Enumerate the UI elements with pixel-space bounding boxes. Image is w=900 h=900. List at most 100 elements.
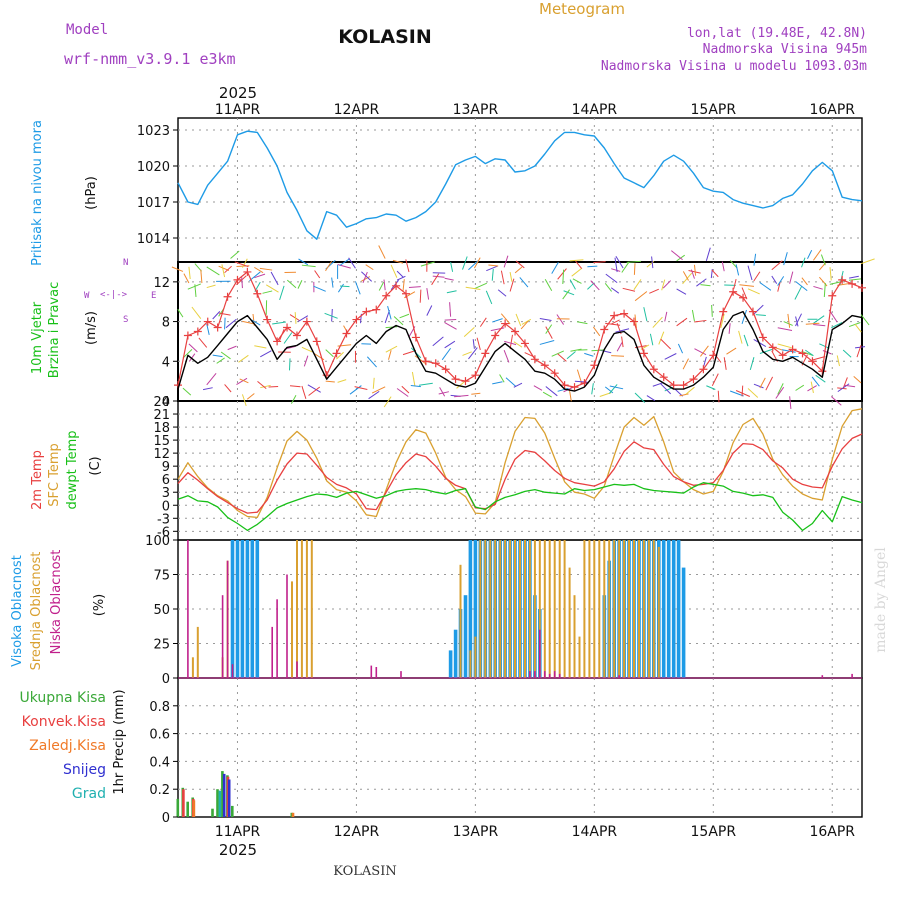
wind-barb — [432, 336, 444, 347]
y-tick-pressure-1014: 1014 — [137, 232, 170, 247]
cloud-low-bar — [851, 673, 853, 678]
wind-barb — [813, 249, 822, 261]
precip-snow-bar — [227, 779, 231, 817]
wind-gust-marker — [858, 283, 866, 292]
wind-barb — [557, 353, 567, 362]
wind-barb — [426, 288, 430, 300]
precip-freezing-bar — [291, 812, 295, 817]
y-tick-temperature-9: 9 — [162, 460, 170, 475]
wind-gust-marker — [758, 333, 767, 342]
wind-barb — [679, 393, 689, 397]
wind-barb — [721, 261, 725, 272]
wind-barb — [646, 260, 655, 268]
wind-barb — [324, 312, 338, 319]
wind-barb — [634, 392, 646, 403]
wind-barb — [634, 291, 648, 302]
precip-total-bar — [211, 808, 214, 817]
dewpoint-line — [177, 482, 863, 532]
wind-barb — [449, 302, 452, 317]
wind-barb — [795, 316, 799, 327]
wind-barb — [860, 258, 875, 265]
wind-barb — [801, 257, 806, 268]
wind-barb — [331, 277, 334, 288]
wind-barb — [227, 345, 237, 351]
cloud-mid-bar — [519, 540, 521, 678]
wind-barb — [500, 313, 511, 325]
cloud-low-bar — [286, 574, 288, 678]
cloud-low-bar — [271, 626, 273, 678]
wind-barb — [383, 279, 386, 291]
cloud-high-bar — [255, 540, 260, 678]
wind-barb — [289, 314, 300, 321]
wind-barb — [301, 385, 307, 399]
cloud-low-bar — [400, 671, 402, 678]
wind-barb — [420, 261, 435, 267]
wind-gust-marker — [570, 383, 579, 392]
wind-barb — [649, 333, 654, 346]
cloud-mid-bar — [191, 657, 194, 678]
wind-gust-marker — [748, 307, 757, 316]
cloud-mid-bar — [300, 540, 303, 678]
cloud-mid-bar — [593, 540, 596, 678]
legend-snow: Snijeg — [63, 762, 106, 778]
pressure-ylabel: Pritisak na nivou mora — [30, 120, 45, 266]
compass-north: N — [123, 258, 128, 268]
wind-barb — [325, 260, 333, 272]
wind-barb — [491, 268, 494, 281]
wind-barb — [390, 279, 399, 290]
wind-barb — [633, 279, 642, 291]
wind-barb — [777, 383, 784, 395]
precip-legend: Ukupna Kisa Konvek.Kisa Zaledj.Kisa Snij… — [19, 690, 106, 802]
x-tick-top-14APR: 14APR — [572, 102, 618, 118]
wind-barb — [747, 388, 759, 398]
wind-barb — [661, 279, 666, 291]
cloud-mid-bar — [613, 540, 616, 678]
cloud-high-bar — [671, 540, 676, 678]
wind-barb — [410, 385, 421, 388]
y-tick-wind-12: 12 — [153, 276, 170, 291]
wind-barb — [670, 250, 683, 261]
cloud-mid-bar — [553, 540, 556, 678]
x-tick-bottom-16APR: 16APR — [809, 824, 855, 840]
cloud-low-bar — [187, 540, 189, 678]
wind-gust-marker — [689, 375, 698, 384]
wind-gust-marker — [778, 351, 787, 360]
wind-gust-marker — [501, 319, 510, 328]
cloud-low-bar — [529, 671, 531, 678]
cloud-mid-bar — [514, 540, 516, 678]
cloud-mid-bar — [310, 540, 313, 678]
wind-barb — [177, 308, 184, 318]
wind-barb — [759, 377, 766, 389]
wind-barb — [472, 339, 475, 349]
wind-barb — [221, 264, 226, 278]
y-tick-wind-8: 8 — [162, 316, 170, 331]
wind-barb — [492, 318, 503, 323]
wind-barb — [259, 267, 273, 271]
wind-ylabel-main: 10m Vjetar — [30, 301, 45, 374]
wind-barb — [260, 350, 272, 358]
wind-barb — [787, 313, 791, 328]
wind-barb — [515, 313, 522, 327]
wind-gust-line — [177, 271, 863, 388]
wind-barb — [711, 373, 719, 387]
wind-gust-marker — [203, 317, 212, 326]
wind-barb — [743, 334, 749, 347]
wind-gust-marker — [550, 369, 559, 378]
wind-barb — [576, 369, 582, 383]
compass-east: E — [151, 291, 156, 301]
precip-total-bar — [216, 789, 219, 817]
cloud-mid-bar — [296, 540, 298, 678]
wind-barb — [297, 280, 303, 289]
wind-barb — [393, 316, 404, 326]
wind-barb — [795, 281, 808, 291]
wind-barb — [682, 271, 689, 281]
wind-barb — [860, 314, 870, 326]
y-tick-clouds-0: 0 — [162, 672, 170, 687]
cloud-high-bar — [235, 540, 240, 678]
wind-gust-marker — [828, 291, 837, 300]
wind-barb — [206, 284, 216, 289]
wind-barb — [182, 349, 193, 359]
wind-barb — [820, 254, 826, 266]
wind-speed-line — [177, 310, 863, 392]
